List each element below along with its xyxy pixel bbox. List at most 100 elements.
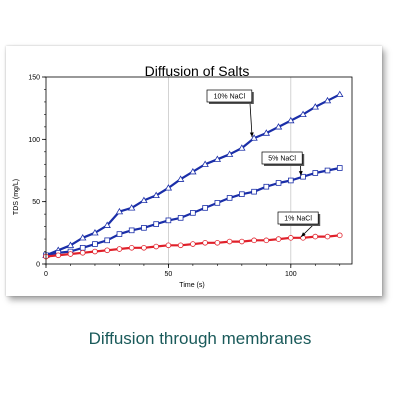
annotation-arrowhead — [249, 132, 254, 138]
x-tick-label: 50 — [165, 271, 173, 278]
annotation-label: 10% NaCl — [214, 94, 246, 101]
data-point — [55, 252, 62, 259]
data-point — [127, 204, 136, 211]
annotation-box — [277, 211, 319, 225]
series-5-nacl — [43, 165, 343, 259]
y-tick-label: 150 — [28, 75, 40, 82]
data-point — [153, 243, 159, 250]
data-point — [336, 90, 344, 98]
annotation-label: 1% NaCl — [284, 216, 312, 223]
series-line — [45, 93, 341, 257]
annotation-box — [206, 89, 253, 103]
data-point — [201, 160, 209, 167]
data-point — [92, 248, 98, 255]
data-point — [92, 241, 98, 247]
data-point — [324, 233, 331, 240]
data-point — [165, 217, 172, 224]
data-point — [336, 232, 343, 239]
data-point — [239, 238, 245, 245]
data-point — [226, 238, 233, 245]
data-point — [141, 225, 147, 231]
data-point — [251, 188, 257, 195]
chart-title: Diffusion of Salts — [145, 63, 250, 79]
x-tick-label: 100 — [285, 271, 297, 278]
data-point — [287, 116, 295, 124]
data-point — [239, 191, 245, 197]
annotation-label: 5% NaCl — [268, 156, 296, 163]
annotation-5-nacl: 5% NaCl — [261, 151, 305, 176]
data-point — [116, 246, 123, 252]
data-point — [116, 231, 123, 237]
data-point — [226, 195, 233, 201]
data-point — [103, 221, 111, 228]
data-point — [176, 175, 185, 182]
data-point — [141, 244, 147, 251]
data-point — [214, 200, 221, 206]
data-point — [263, 237, 270, 244]
data-point — [311, 103, 319, 110]
y-tick-label: 50 — [32, 199, 40, 206]
data-point — [300, 173, 306, 180]
data-point — [250, 134, 258, 141]
data-point — [177, 242, 184, 249]
data-point — [324, 167, 331, 174]
data-point — [128, 244, 135, 251]
y-axis-label: TDS (mg/L) — [13, 179, 20, 215]
data-point — [274, 123, 283, 130]
data-point — [79, 234, 87, 241]
data-point — [79, 249, 86, 256]
data-point — [287, 235, 294, 241]
data-point — [275, 236, 282, 242]
data-point — [262, 129, 271, 136]
annotations: 10% NaCl 5% NaCl 1% NaCl — [206, 89, 321, 238]
data-point — [312, 170, 319, 176]
data-point — [238, 144, 246, 151]
data-point — [189, 167, 197, 175]
data-point — [165, 242, 172, 249]
data-point — [299, 110, 307, 117]
series-1-nacl — [43, 232, 343, 260]
data-point — [214, 240, 221, 246]
annotation-10-nacl: 10% NaCl — [206, 89, 254, 138]
grid-lines — [167, 77, 292, 264]
data-point — [153, 221, 159, 227]
y-tick-label: 100 — [28, 137, 40, 144]
y-tick-label: 0 — [36, 262, 40, 269]
data-point — [287, 177, 294, 184]
annotation-arrowhead — [301, 232, 306, 237]
data-point — [336, 165, 343, 171]
data-point — [202, 240, 208, 246]
data-point — [213, 155, 222, 162]
series-10-nacl — [42, 90, 344, 258]
data-point — [164, 184, 173, 191]
chart-panel: 0 50 100 0 50 100 150 10% NaCl 5% NaCl 1% NaCl D… — [6, 46, 382, 296]
data-point — [312, 233, 319, 240]
data-point — [177, 215, 184, 221]
x-axis-label: Time (s) — [179, 282, 204, 289]
x-tick-label: 0 — [44, 271, 48, 278]
data-point — [67, 251, 74, 257]
data-point — [275, 180, 282, 186]
data-point — [140, 196, 148, 204]
data-point — [202, 205, 208, 211]
data-point — [128, 227, 135, 234]
data-point — [104, 247, 110, 254]
data-point — [152, 191, 160, 199]
annotation-1-nacl: 1% NaCl — [277, 211, 321, 238]
data-point — [225, 150, 234, 157]
plot-frame — [45, 76, 353, 265]
data-point — [251, 237, 257, 244]
annotation-arrowhead — [298, 171, 303, 176]
line-chart: 0 50 100 0 50 100 150 10% NaCl 5% NaCl 1% NaCl D… — [13, 63, 353, 289]
data-point — [263, 183, 270, 190]
page-caption: Diffusion through membranes — [88, 329, 312, 348]
series-layer — [42, 90, 344, 260]
data-point — [190, 210, 196, 216]
data-point — [115, 207, 124, 215]
data-point — [323, 96, 332, 104]
data-point — [104, 237, 111, 244]
data-point — [91, 229, 99, 236]
data-point — [79, 244, 86, 251]
annotation-arrow — [249, 99, 253, 138]
annotation-box — [261, 151, 303, 165]
